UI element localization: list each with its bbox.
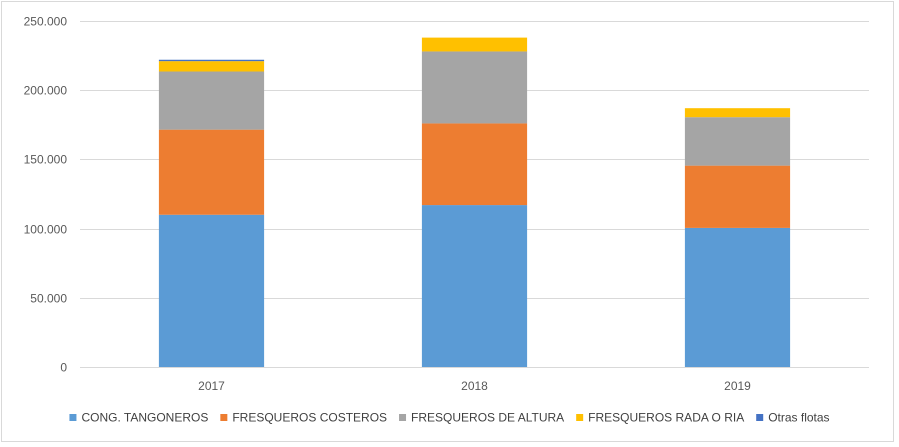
legend-label: FRESQUEROS COSTEROS	[232, 411, 387, 425]
legend-item-fresqueros-rada-o-ria: FRESQUEROS RADA O RIA	[576, 411, 744, 425]
bar-segment-cong-tangoneros	[421, 205, 528, 367]
legend-swatch	[69, 414, 77, 421]
bars	[158, 37, 791, 367]
bar-segment-fresqueros-costeros	[158, 129, 265, 215]
y-tick-label: 200.000	[24, 84, 68, 98]
legend-item-fresqueros-costeros: FRESQUEROS COSTEROS	[220, 411, 387, 425]
y-tick-label: 100.000	[24, 223, 68, 237]
legend-label: CONG. TANGONEROS	[81, 411, 208, 425]
bar-segment-fresqueros-de-altura	[421, 51, 528, 124]
legend-label: FRESQUEROS DE ALTURA	[411, 411, 564, 425]
bar-segment-fresqueros-costeros	[684, 165, 791, 228]
legend-item-fresqueros-de-altura: FRESQUEROS DE ALTURA	[399, 411, 564, 425]
x-tick-label: 2017	[198, 379, 225, 393]
y-tick-label: 150.000	[24, 153, 68, 167]
y-axis-tick-labels: 0 50.000 100.000 150.000 200.000 250.000	[24, 15, 68, 375]
legend-swatch	[399, 414, 407, 421]
y-tick-label: 250.000	[24, 15, 68, 29]
bar-stack-2019	[684, 108, 791, 367]
legend-swatch	[220, 414, 228, 421]
bar-segment-cong-tangoneros	[158, 214, 265, 367]
x-tick-label: 2018	[461, 379, 488, 393]
bar-segment-fresqueros-de-altura	[684, 117, 791, 166]
legend-item-cong-tangoneros: CONG. TANGONEROS	[69, 411, 208, 425]
bar-segment-fresqueros-de-altura	[158, 71, 265, 130]
bar-stack-2018	[421, 37, 528, 367]
legend-swatch	[576, 414, 584, 421]
bar-segment-fresqueros-costeros	[421, 123, 528, 206]
legend-label: FRESQUEROS RADA O RIA	[588, 411, 744, 425]
bar-segment-otras-flotas	[158, 59, 265, 62]
bar-segment-fresqueros-rada-o-ria	[421, 37, 528, 52]
y-tick-label: 0	[60, 361, 67, 375]
legend-swatch	[756, 414, 764, 421]
x-tick-label: 2019	[724, 379, 751, 393]
bar-segment-fresqueros-rada-o-ria	[684, 108, 791, 118]
bar-segment-fresqueros-rada-o-ria	[158, 61, 265, 72]
bar-segment-cong-tangoneros	[684, 227, 791, 367]
legend-label: Otras flotas	[768, 411, 829, 425]
legend: CONG. TANGONEROS FRESQUEROS COSTEROS FRESQ…	[69, 411, 830, 425]
y-tick-label: 50.000	[30, 292, 67, 306]
bar-stack-2017	[158, 59, 265, 367]
x-axis-tick-labels: 2017 2018 2019	[198, 379, 751, 393]
legend-item-otras-flotas: Otras flotas	[756, 411, 830, 425]
